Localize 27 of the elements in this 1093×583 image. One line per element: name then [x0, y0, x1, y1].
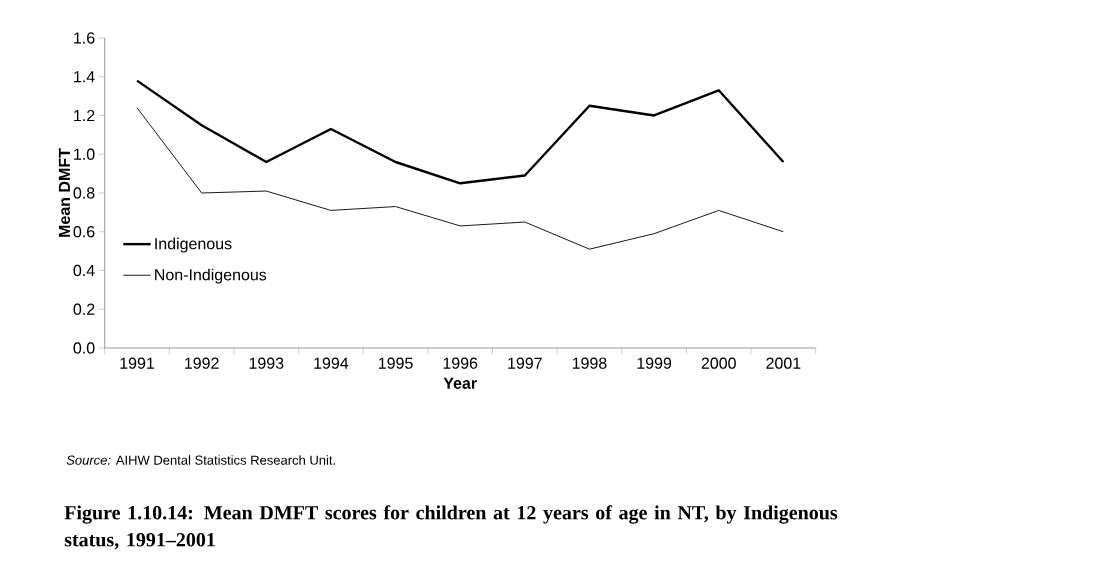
y-tick-label: 0.6 [73, 226, 95, 238]
legend-label: Non-Indigenous [155, 268, 267, 284]
x-tick-label: 2001 [766, 357, 801, 369]
x-tick-label: 1992 [185, 357, 219, 369]
x-tick-label: 1996 [443, 357, 478, 369]
x-tick-label: 1998 [572, 357, 607, 369]
y-tick-label: 1.0 [74, 148, 95, 160]
y-tick-label: 1.2 [74, 109, 95, 122]
x-axis-title: Year [443, 377, 477, 389]
y-tick-label: 0.2 [73, 303, 95, 315]
y-tick-label: 1.4 [74, 71, 95, 83]
y-tick-label: 0.4 [73, 264, 95, 277]
y-tick-label: 0.0 [73, 342, 95, 354]
x-tick-label: 1999 [637, 357, 672, 369]
x-tick-label: 1997 [508, 357, 542, 369]
text: Figure 1.10.14: Mean DMFT scores for children at 12 years of age in NT, by Indigenous status, 1991–2001 [64, 505, 838, 550]
x-tick-label: 1995 [378, 357, 413, 369]
y-tick-label: 1.6 [74, 32, 95, 44]
x-tick-label: 1993 [249, 357, 284, 369]
x-tick-label: 1994 [314, 357, 349, 369]
y-tick-label: 0.8 [73, 187, 95, 199]
y-axis-title: Mean DMFT [58, 148, 71, 237]
legend-label: Indigenous [155, 237, 232, 253]
x-tick-label: 1991 [120, 357, 155, 369]
x-tick-label: 2000 [701, 357, 736, 369]
line-series [135, 79, 785, 185]
text: Source: AIHW Dental Statistics Research Unit. [66, 455, 335, 465]
